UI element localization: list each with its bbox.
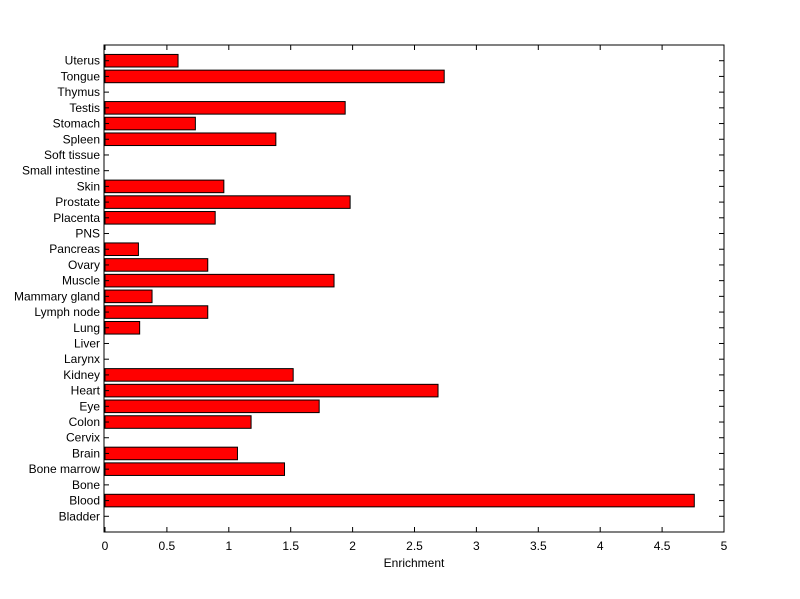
bar — [104, 289, 153, 304]
y-tick-label: Stomach — [53, 117, 100, 131]
y-tick-label: Bladder — [59, 509, 100, 523]
bar — [104, 493, 695, 508]
y-tick-label: Colon — [69, 415, 100, 429]
y-tick-label: Lymph node — [34, 305, 100, 319]
x-tick-label: 2.5 — [406, 539, 423, 553]
y-tick-label: Eye — [79, 399, 100, 413]
y-tick-label: Small intestine — [22, 164, 100, 178]
y-tick-label: Uterus — [65, 54, 100, 68]
bar — [104, 415, 252, 429]
y-tick-label: Thymus — [57, 85, 100, 99]
bar — [104, 69, 445, 84]
x-axis: 0 0.5 1 1.5 2 2.5 3 3.5 4 4.5 5 — [102, 45, 728, 553]
x-tick-label: 4.5 — [654, 539, 671, 553]
bar — [104, 383, 439, 398]
y-tick-label: Kidney — [63, 368, 100, 382]
y-tick-label: Brain — [72, 446, 100, 460]
bar — [104, 258, 209, 272]
bar — [104, 132, 277, 147]
bar — [104, 399, 320, 414]
bar — [104, 273, 335, 288]
bar — [104, 320, 141, 335]
y-tick-label: Heart — [71, 384, 101, 398]
x-tick-label: 1 — [225, 539, 232, 553]
x-tick-label: 2 — [349, 539, 356, 553]
x-axis-label: Enrichment — [384, 556, 445, 570]
x-tick-label: 3 — [473, 539, 480, 553]
y-tick-label: Soft tissue — [44, 148, 100, 162]
bar — [104, 53, 179, 68]
x-tick-label: 0 — [102, 539, 109, 553]
bar — [104, 368, 294, 382]
bar — [104, 211, 216, 225]
bar — [104, 116, 196, 131]
x-tick-label: 3.5 — [530, 539, 547, 553]
y-tick-label: Spleen — [63, 132, 100, 146]
y-tick-label: Muscle — [62, 274, 100, 288]
y-tick-label: Liver — [74, 336, 100, 350]
bars-group — [104, 53, 695, 508]
bar — [104, 179, 225, 194]
x-tick-label: 5 — [721, 539, 728, 553]
y-tick-label: Cervix — [66, 431, 100, 445]
y-tick-label: Prostate — [55, 195, 100, 209]
y-tick-label: Lung — [73, 321, 100, 335]
x-tick-label: 1.5 — [282, 539, 299, 553]
y-tick-label: Blood — [69, 494, 100, 508]
x-tick-label: 4 — [597, 539, 604, 553]
bar — [104, 195, 351, 209]
y-tick-label: Skin — [77, 179, 100, 193]
y-tick-label: Ovary — [68, 258, 100, 272]
y-tick-label: Tongue — [61, 69, 101, 83]
y-tick-label: Bone — [72, 478, 100, 492]
y-tick-label: Placenta — [53, 211, 100, 225]
bar — [104, 242, 139, 257]
bar — [104, 305, 209, 319]
x-tick-label: 0.5 — [159, 539, 176, 553]
y-tick-label: Larynx — [64, 352, 100, 366]
y-tick-label: PNS — [75, 227, 100, 241]
y-tick-label: Bone marrow — [29, 462, 101, 476]
bar — [104, 101, 346, 115]
y-tick-label: Mammary gland — [14, 289, 100, 303]
bar — [104, 462, 286, 476]
y-tick-label: Pancreas — [49, 242, 100, 256]
y-tick-label: Testis — [69, 101, 100, 115]
bar — [104, 446, 238, 461]
